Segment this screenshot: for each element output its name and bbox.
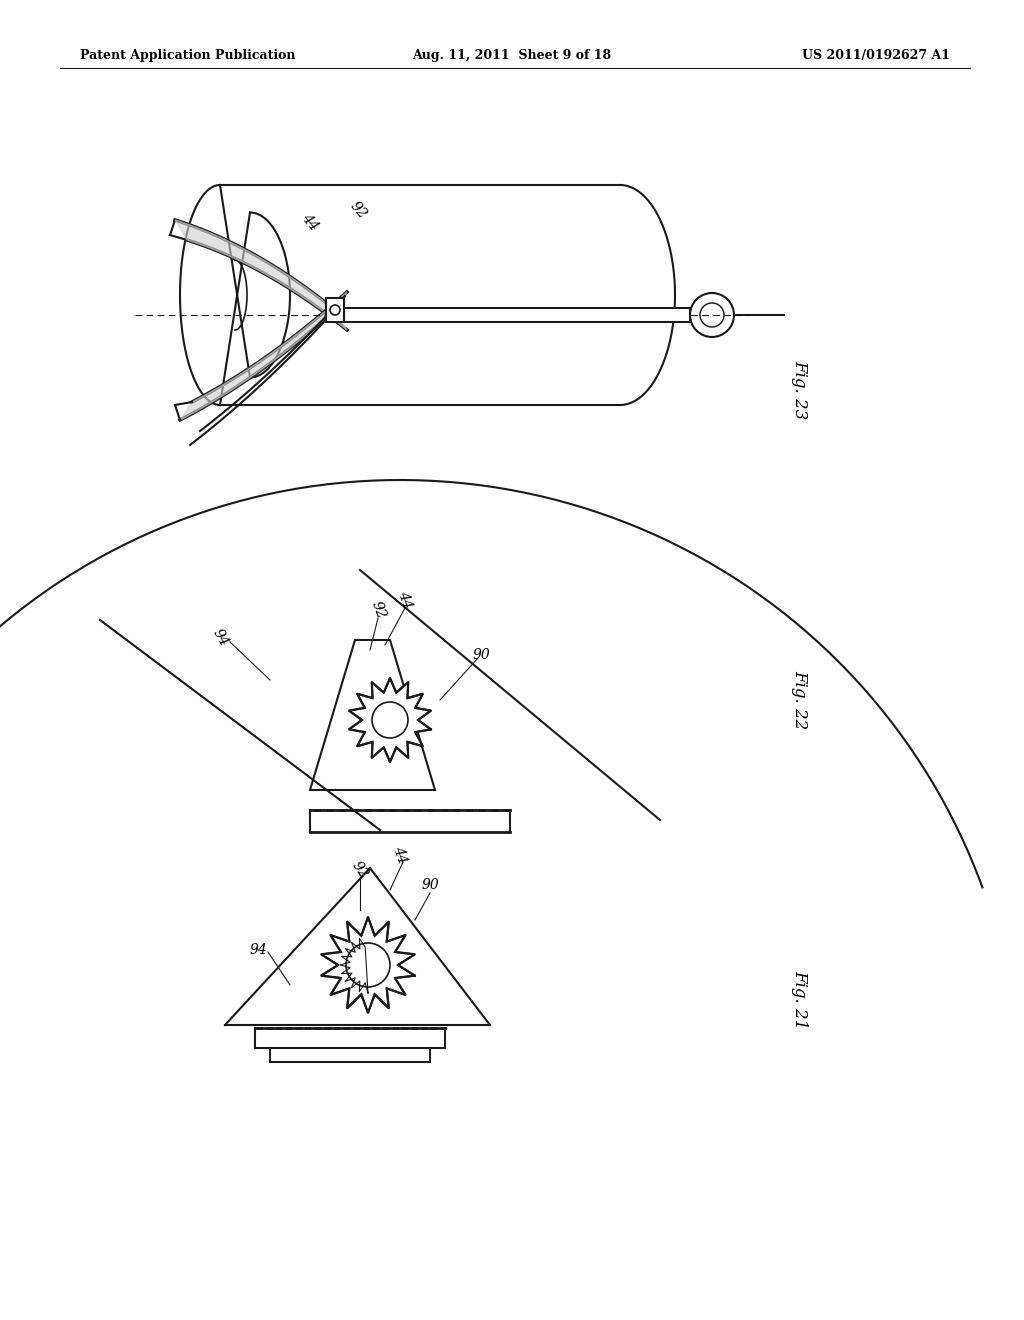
Text: 44: 44: [299, 211, 322, 234]
Circle shape: [346, 942, 390, 987]
Bar: [326, 298, 344, 322]
Text: 94: 94: [249, 942, 267, 957]
Circle shape: [372, 702, 408, 738]
Polygon shape: [322, 917, 415, 1012]
Text: 90: 90: [421, 878, 439, 892]
Text: 90: 90: [472, 648, 490, 663]
Text: 44: 44: [395, 589, 415, 611]
Text: 92: 92: [349, 859, 371, 882]
Text: 44: 44: [390, 845, 410, 866]
Text: 92: 92: [369, 599, 388, 620]
Text: Fig. 23: Fig. 23: [792, 360, 809, 420]
Text: Aug. 11, 2011  Sheet 9 of 18: Aug. 11, 2011 Sheet 9 of 18: [413, 49, 611, 62]
Text: Fig. 21: Fig. 21: [792, 970, 809, 1030]
Polygon shape: [349, 678, 431, 762]
Text: Patent Application Publication: Patent Application Publication: [80, 49, 296, 62]
Polygon shape: [175, 220, 347, 330]
Text: Fig. 22: Fig. 22: [792, 671, 809, 730]
Text: 94: 94: [210, 627, 230, 649]
Polygon shape: [180, 292, 347, 420]
Text: US 2011/0192627 A1: US 2011/0192627 A1: [802, 49, 950, 62]
Text: 92: 92: [347, 199, 369, 222]
Bar: [344, 308, 690, 322]
